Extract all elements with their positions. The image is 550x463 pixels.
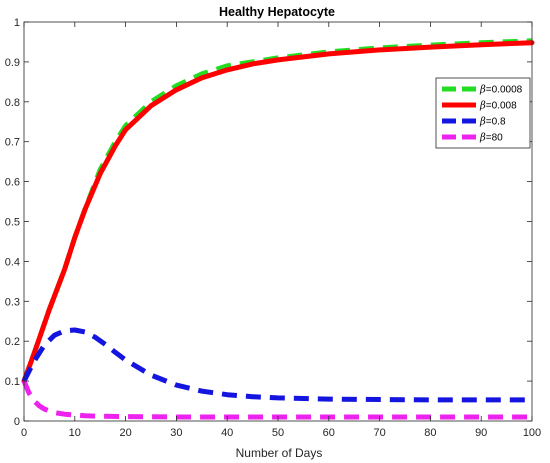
legend-value: =80 — [486, 133, 503, 144]
y-tick-label: 0.8 — [5, 97, 20, 109]
x-axis-title: Number of Days — [236, 446, 323, 460]
y-tick-label: 0.9 — [5, 57, 20, 69]
legend-beta-symbol: β — [479, 117, 486, 128]
legend-beta-symbol: β — [479, 85, 486, 96]
series-layer — [21, 38, 535, 420]
x-tick-label: 80 — [424, 427, 436, 439]
x-tick-label: 20 — [119, 427, 131, 439]
chart-title: Healthy Hepatocyte — [219, 5, 335, 19]
y-tick-label: 0.1 — [5, 376, 20, 388]
y-tick-label: 0 — [14, 416, 20, 428]
legend-beta-symbol: β — [479, 101, 486, 112]
x-tick-label: 70 — [373, 427, 385, 439]
series-line-3 — [21, 327, 532, 403]
x-tick-label: 0 — [21, 427, 27, 439]
series-line-4 — [21, 380, 532, 420]
y-tick-label: 0.5 — [5, 217, 20, 229]
legend-label-4: β=80 — [479, 133, 503, 144]
x-tick-label: 60 — [323, 427, 335, 439]
x-tick-label: 40 — [221, 427, 233, 439]
y-tick-label: 0.7 — [5, 137, 20, 149]
ticks-layer: 0 10 20 30 40 50 60 70 80 90 100 0 0.1 0.2 0.3 0.4 0.5 0.… — [5, 17, 541, 439]
legend-value: =0.0008 — [486, 85, 523, 96]
x-tick-label: 10 — [69, 427, 81, 439]
series-line-2 — [21, 40, 535, 384]
legend-beta-symbol: β — [479, 133, 486, 144]
y-tick-label: 0.3 — [5, 296, 20, 308]
legend-label-1: β=0.0008 — [479, 85, 523, 96]
legend-label-2: β=0.008 — [479, 101, 517, 112]
x-tick-label: 90 — [475, 427, 487, 439]
x-tick-label: 30 — [170, 427, 182, 439]
x-tick-label: 100 — [523, 427, 541, 439]
y-tick-label: 0.2 — [5, 336, 20, 348]
y-tick-label: 0.6 — [5, 177, 20, 189]
x-tick-label: 50 — [272, 427, 284, 439]
legend-value: =0.008 — [486, 101, 517, 112]
legend-value: =0.8 — [486, 117, 506, 128]
legend-label-3: β=0.8 — [479, 117, 506, 128]
y-tick-label: 1 — [14, 17, 20, 29]
y-tick-label: 0.4 — [5, 256, 20, 268]
